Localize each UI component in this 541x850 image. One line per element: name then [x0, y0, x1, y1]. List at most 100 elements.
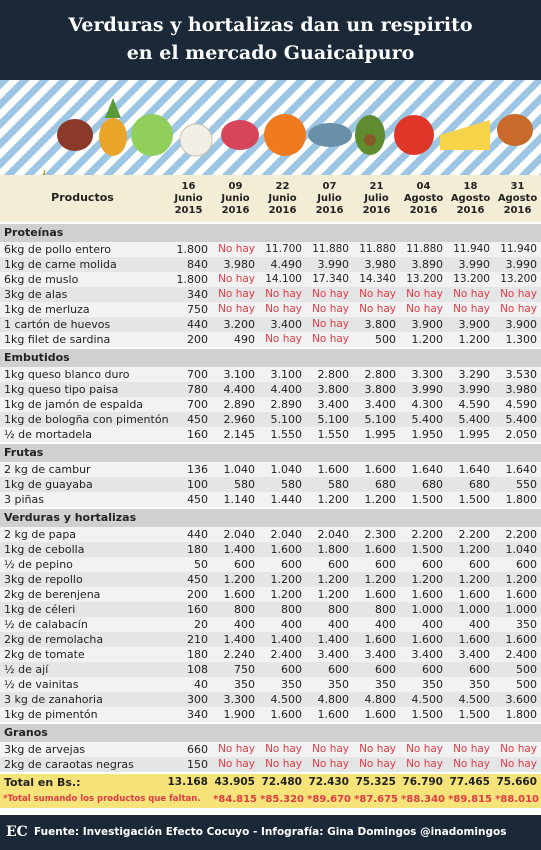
price-cell: 1.400 [223, 543, 256, 556]
row-band [0, 477, 541, 492]
product-name: 6kg de muslo [4, 273, 79, 286]
total-cell: 72.430 [308, 776, 349, 788]
price-cell: 3.400 [364, 398, 397, 411]
price-cell: 11.880 [406, 243, 443, 255]
price-cell: 700 [187, 398, 208, 411]
price-cell: No hay [406, 288, 443, 300]
product-name: ½ de calabacín [4, 618, 88, 631]
pineapple-leaf [105, 98, 121, 118]
price-cell: 800 [328, 603, 349, 616]
price-cell: 3.990 [458, 383, 491, 396]
price-cell: No hay [406, 758, 443, 770]
price-cell: 700 [187, 368, 208, 381]
price-cell: 3.800 [364, 383, 397, 396]
price-cell: No hay [312, 743, 349, 755]
price-cell: 580 [281, 478, 302, 491]
price-cell: 1.600 [505, 633, 538, 646]
price-cell: 3.400 [317, 398, 350, 411]
price-cell: 5.400 [458, 413, 491, 426]
price-cell: 680 [469, 478, 490, 491]
cheese [440, 120, 490, 150]
price-cell: 2.040 [270, 528, 303, 541]
date-header: Julio [364, 193, 389, 204]
product-name: 1kg de guayaba [4, 478, 93, 491]
price-cell: No hay [265, 303, 302, 315]
price-cell: 3.990 [458, 258, 491, 271]
price-cell: 2.400 [270, 648, 303, 661]
price-cell: 800 [281, 603, 302, 616]
price-cell: 1.040 [223, 463, 256, 476]
price-cell: No hay [500, 303, 537, 315]
price-cell: 1.800 [317, 543, 350, 556]
price-cell: No hay [453, 303, 490, 315]
price-cell: 1.400 [270, 633, 303, 646]
footer: EC Fuente: Investigación Efecto Cocuyo -… [0, 815, 541, 850]
price-cell: 580 [234, 478, 255, 491]
product-name: 2kg de caraotas negras [4, 758, 134, 771]
price-cell: 3.400 [270, 318, 303, 331]
price-cell: 14.100 [265, 273, 302, 285]
price-cell: No hay [453, 758, 490, 770]
price-cell: 3.990 [411, 383, 444, 396]
fish [308, 123, 352, 147]
price-cell: No hay [218, 743, 255, 755]
section-title: Verduras y hortalizas [4, 511, 137, 524]
price-cell: 1.500 [458, 708, 491, 721]
date-header: 18 [463, 181, 478, 192]
price-cell: 1.040 [270, 463, 303, 476]
price-cell: 3.400 [411, 648, 444, 661]
price-cell: 2.200 [505, 528, 538, 541]
product-name: 1kg de carne molida [4, 258, 117, 271]
price-cell: 490 [234, 333, 255, 346]
price-cell: 1.200 [364, 573, 397, 586]
price-cell: 150 [187, 758, 208, 771]
price-cell: 300 [187, 693, 208, 706]
date-header: Junio [221, 193, 250, 204]
product-name: 2 kg de cambur [4, 463, 91, 476]
food-banner [0, 80, 541, 201]
price-cell: 5.100 [270, 413, 303, 426]
product-name: 1kg de bologña con pimentón [4, 413, 169, 426]
price-cell: No hay [500, 758, 537, 770]
chicken-leg [497, 114, 533, 146]
price-cell: 136 [187, 463, 208, 476]
price-cell: 680 [422, 478, 443, 491]
price-cell: No hay [359, 743, 396, 755]
price-cell: 3.400 [458, 648, 491, 661]
price-cell: 1.200 [317, 588, 350, 601]
section-band [0, 509, 541, 527]
price-cell: 600 [469, 663, 490, 676]
price-cell: 1.800 [176, 243, 209, 256]
price-cell: 440 [187, 318, 208, 331]
price-cell: 11.880 [359, 243, 396, 255]
price-cell: 600 [234, 558, 255, 571]
price-cell: 4.500 [458, 693, 491, 706]
price-cell: 5.400 [411, 413, 444, 426]
total-cell: 75.325 [355, 776, 396, 788]
row-band [0, 617, 541, 632]
price-cell: 1.200 [364, 493, 397, 506]
price-cell: 600 [469, 558, 490, 571]
date-header: Julio [317, 193, 342, 204]
price-cell: 4.590 [458, 398, 491, 411]
price-cell: 1.600 [317, 463, 350, 476]
row-band [0, 427, 541, 442]
price-cell: 600 [375, 663, 396, 676]
row-band [0, 677, 541, 692]
price-cell: 350 [281, 678, 302, 691]
price-cell: 3.980 [364, 258, 397, 271]
date-header: Junio [174, 193, 203, 204]
price-cell: 1.600 [505, 588, 538, 601]
price-cell: 11.700 [265, 243, 302, 255]
price-cell: 3.980 [223, 258, 256, 271]
price-cell: 1.000 [411, 603, 444, 616]
price-cell: 4.590 [505, 398, 538, 411]
price-cell: No hay [500, 288, 537, 300]
price-cell: 340 [187, 288, 208, 301]
price-cell: 4.800 [317, 693, 350, 706]
price-cell: 1.600 [411, 588, 444, 601]
total-label: Total en Bs.: [4, 776, 81, 789]
product-name: 2 kg de papa [4, 528, 77, 541]
date-header: 2016 [315, 205, 344, 216]
price-cell: No hay [218, 303, 255, 315]
